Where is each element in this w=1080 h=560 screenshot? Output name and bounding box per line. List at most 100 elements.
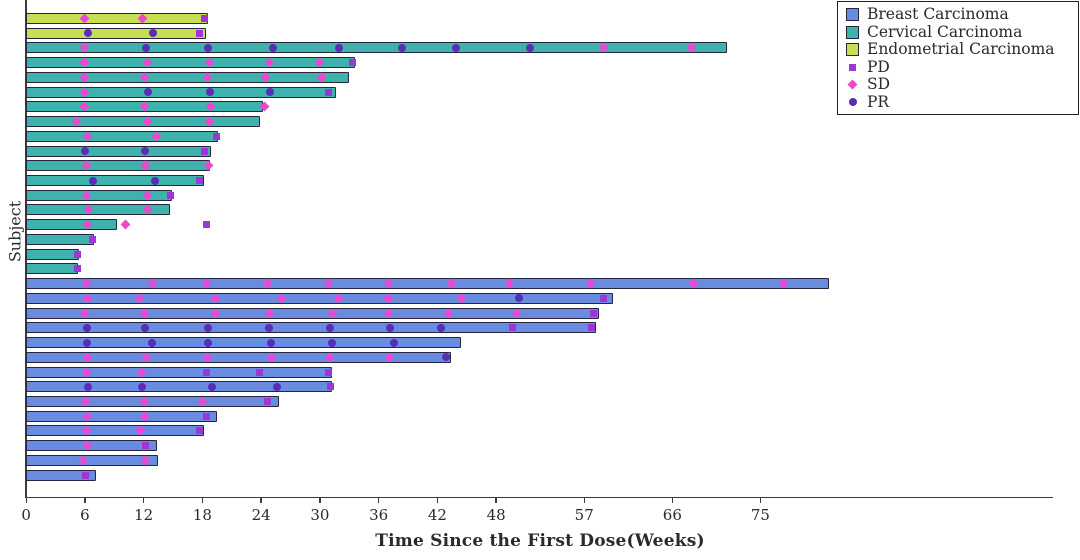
x-axis-tick-label: 36 [369, 506, 389, 524]
swimmer-bar [25, 57, 356, 69]
response-marker-pr [265, 323, 274, 332]
response-marker-pr [514, 294, 523, 303]
response-marker-pd [325, 88, 333, 96]
response-marker-pd [142, 442, 150, 450]
response-marker-pd [348, 59, 356, 67]
swimmer-bar [25, 145, 211, 157]
response-marker-pr [143, 88, 152, 97]
legend-swatch-icon [846, 25, 859, 39]
swimmer-bar [25, 233, 95, 245]
swimmer-bar [25, 248, 80, 260]
response-marker-pr [385, 323, 394, 332]
response-marker-pd [88, 235, 96, 243]
swimmer-bar [25, 337, 462, 349]
swimmer-bar [25, 13, 208, 24]
x-axis-tick-label: 48 [486, 506, 506, 524]
response-marker-pr [140, 323, 149, 332]
swimmer-bar [25, 351, 452, 363]
x-axis-tick [583, 497, 585, 503]
swimmer-bar [25, 71, 349, 83]
response-marker-pr [83, 323, 92, 332]
response-marker-pd [196, 29, 204, 37]
legend-swatch-icon [846, 43, 859, 57]
legend-item-group: Endometrial Carcinoma [846, 41, 1072, 59]
swimmer-bar [25, 307, 600, 319]
x-axis-tick-label: 6 [80, 506, 90, 524]
swimmer-bar [25, 322, 597, 334]
swimmer-bar [25, 27, 206, 39]
x-axis-tick [84, 497, 86, 503]
response-marker-pr [89, 176, 98, 185]
response-marker-pr [266, 88, 275, 97]
swimmer-bar [25, 366, 332, 378]
response-marker-pd [508, 324, 516, 332]
swimmer-bar [25, 86, 336, 98]
response-marker-pd [196, 177, 204, 185]
response-marker-pr [436, 323, 445, 332]
swimmer-bar [25, 160, 210, 172]
x-axis-tick [759, 497, 762, 503]
swimmer-bar [25, 395, 280, 407]
x-axis-tick-label: 57 [574, 506, 594, 524]
response-marker-sd [120, 219, 131, 230]
swimmer-bar [25, 130, 219, 142]
swimmer-bar [25, 454, 158, 466]
response-marker-pr [334, 43, 343, 52]
response-marker-pr [150, 176, 159, 185]
response-marker-pd [196, 427, 204, 435]
legend-label: Cervical Carcinoma [867, 22, 1023, 41]
x-axis-tick [377, 497, 380, 503]
legend: Breast Carcinoma Cervical Carcinoma Endome… [837, 1, 1079, 115]
swimmer-bar [25, 410, 218, 422]
x-axis-tick [260, 497, 262, 503]
x-axis-tick-label: 75 [750, 506, 770, 524]
x-axis-tick-label: 30 [310, 506, 330, 524]
x-axis-tick [319, 497, 321, 503]
response-marker-pr [273, 382, 282, 391]
legend-item-group: Cervical Carcinoma [846, 24, 1072, 42]
response-marker-pd [255, 368, 263, 376]
swimmer-bar [25, 219, 117, 231]
x-axis-tick [142, 497, 145, 503]
response-marker-pd [201, 147, 209, 155]
response-marker-pd [587, 324, 595, 332]
swimmer-bar [25, 42, 728, 54]
x-axis-tick [201, 497, 204, 503]
x-axis-label: Time Since the First Dose(Weeks) [375, 531, 705, 551]
legend-item-group: Breast Carcinoma [846, 6, 1072, 24]
swimmer-bar [25, 469, 96, 481]
response-marker-pd [203, 368, 211, 376]
response-marker-pr [525, 43, 534, 52]
response-marker-pr [205, 88, 214, 97]
response-marker-pr [84, 382, 93, 391]
response-marker-pr [325, 323, 334, 332]
response-marker-pd [327, 383, 335, 391]
legend-label: PD [867, 57, 890, 76]
legend-item-marker: PR [846, 94, 1072, 112]
response-marker-pd [212, 132, 220, 140]
legend-item-marker: PD [846, 59, 1072, 77]
response-marker-pd [599, 294, 607, 302]
response-marker-pr [452, 43, 461, 52]
response-marker-pr [389, 338, 398, 347]
response-marker-pd [166, 191, 174, 199]
legend-label: PR [867, 92, 890, 111]
x-axis-tick-label: 0 [21, 506, 31, 524]
legend-label: Endometrial Carcinoma [867, 40, 1055, 58]
response-marker-pd [203, 221, 211, 229]
response-marker-pr [84, 29, 93, 38]
x-axis-tick-label: 12 [134, 506, 154, 524]
x-axis-tick-label: 42 [427, 506, 447, 524]
x-axis-tick [495, 497, 497, 503]
x-axis-tick-label: 66 [662, 506, 682, 524]
response-marker-pd [201, 15, 209, 22]
response-marker-pr [147, 338, 156, 347]
response-marker-pd [263, 397, 271, 405]
swimmer-bar [25, 292, 613, 304]
response-marker-pr [203, 323, 212, 332]
legend-item-marker: SD [846, 76, 1072, 94]
response-marker-pr [148, 29, 157, 38]
y-axis-label: Subject [5, 200, 25, 263]
